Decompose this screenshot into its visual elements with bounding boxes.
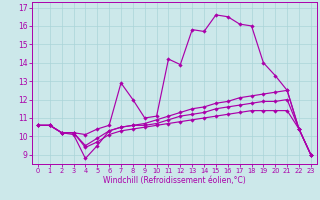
X-axis label: Windchill (Refroidissement éolien,°C): Windchill (Refroidissement éolien,°C)	[103, 176, 246, 185]
